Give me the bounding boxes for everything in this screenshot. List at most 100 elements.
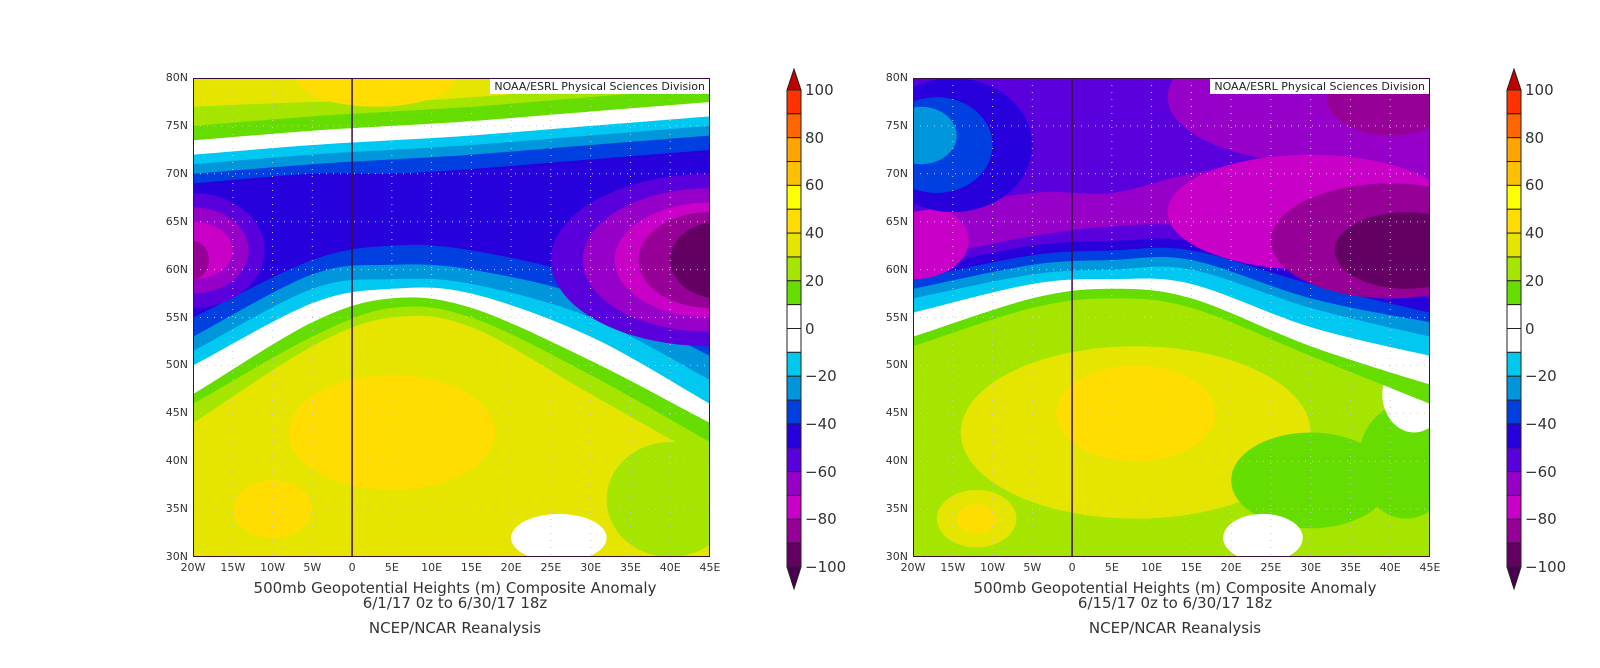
lat-tick-label: 75N: [165, 118, 188, 132]
lat-tick-label: 35N: [165, 502, 188, 516]
contour-blob: [1223, 513, 1303, 557]
lat-tick-label: 45N: [165, 406, 188, 420]
contour-blob: [913, 106, 957, 165]
contour-blob: [511, 513, 607, 557]
colorbar-swatch: [1506, 256, 1522, 282]
lat-tick-label: 55N: [885, 310, 908, 324]
colorbar-label: 100: [805, 81, 834, 99]
lon-tick-label: 15W: [220, 561, 246, 574]
colorbar-under-triangle: [786, 566, 802, 590]
colorbar-label: −60: [805, 462, 837, 481]
lat-tick-label: 80N: [885, 71, 908, 84]
lon-tick-label: 25E: [1260, 561, 1282, 574]
lat-tick-label: 30N: [165, 550, 188, 563]
date-range: 6/15/17 0z to 6/30/17 18z: [1077, 594, 1273, 612]
colorbar-swatch: [1506, 113, 1522, 139]
colorbar-swatch: [1506, 542, 1522, 568]
lon-tick-label: 5E: [384, 561, 399, 574]
plot-frame: [913, 78, 1430, 557]
colorbar-label: 20: [1525, 271, 1545, 290]
lon-tick-label: 10W: [260, 561, 285, 574]
lon-tick-label: 20E: [1220, 561, 1242, 574]
lat-tick-label: 55N: [165, 310, 188, 324]
colorbar-label: 20: [805, 271, 825, 290]
lat-tick-label: 50N: [885, 358, 908, 372]
colorbar-label: 0: [1525, 319, 1535, 338]
lon-tick-label: 45E: [1419, 561, 1441, 574]
lat-tick-label: 60N: [885, 262, 908, 276]
lat-tick-label: 35N: [885, 502, 908, 516]
anomaly-map: NOAA/ESRL Physical Sciences Division: [193, 78, 710, 557]
map-title: 500mb Geopotential Heights (m) Composite…: [973, 579, 1377, 597]
lon-tick-label: 25E: [540, 561, 562, 574]
colorbar-swatch: [1506, 161, 1522, 186]
colorbar-label: 60: [805, 176, 825, 195]
lon-tick-label: 5E: [1104, 561, 1119, 574]
colorbar-label: −20: [1525, 367, 1557, 386]
lon-tick-label: 10W: [980, 561, 1005, 574]
lon-tick-label: 20W: [900, 561, 926, 574]
colorbar-swatch: [1506, 137, 1522, 163]
lat-tick-label: 80N: [165, 71, 188, 84]
colorbar-swatch: [1506, 494, 1522, 520]
colorbar-label: −80: [1525, 510, 1557, 529]
lon-tick-label: 35E: [619, 561, 641, 574]
colorbar-label: −60: [1525, 462, 1557, 481]
lon-tick-label: 20E: [500, 561, 522, 574]
colorbar-label: 80: [805, 128, 825, 147]
colorbar-label: −80: [805, 510, 837, 529]
colorbar-swatch: [1506, 89, 1522, 115]
lon-tick-label: 0: [348, 561, 356, 574]
lat-tick-label: 30N: [885, 550, 908, 563]
colorbar: [786, 68, 802, 590]
lon-tick-label: 10E: [1141, 561, 1163, 574]
lat-tick-label: 65N: [885, 214, 908, 228]
contour-fill-map: [913, 78, 1430, 557]
lon-tick-label: 30E: [1300, 561, 1322, 574]
map-panel-june1-30: NOAA/ESRL Physical Sciences Division 80N…: [165, 68, 846, 637]
lon-tick-label: 35E: [1339, 561, 1361, 574]
contour-blob: [288, 374, 496, 490]
contour-fill-map: [193, 78, 710, 557]
lon-tick-label: 10E: [421, 561, 443, 574]
colorbar-label: 100: [1525, 81, 1554, 99]
colorbar-swatch: [1506, 375, 1522, 401]
map-title: 500mb Geopotential Heights (m) Composite…: [253, 579, 657, 597]
colorbar: [1506, 68, 1522, 590]
colorbar-label: −100: [1525, 558, 1567, 576]
colorbar-label: 0: [805, 319, 815, 338]
lat-tick-label: 70N: [885, 166, 908, 180]
contour-blob: [606, 442, 710, 557]
lon-tick-label: 15E: [1180, 561, 1202, 574]
lon-tick-label: 20W: [180, 561, 206, 574]
colorbar-label: −20: [805, 367, 837, 386]
contour-blob: [296, 78, 456, 107]
colorbar-swatch: [1506, 471, 1522, 496]
colorbar-label: −40: [1525, 414, 1557, 433]
contour-blob: [1358, 403, 1430, 519]
contour-blob: [232, 480, 313, 538]
anomaly-map: NOAA/ESRL Physical Sciences Division: [913, 78, 1430, 557]
lat-tick-label: 40N: [885, 454, 908, 468]
colorbar-swatch: [1506, 232, 1522, 258]
colorbar-swatch: [1506, 518, 1522, 544]
colorbar-swatch: [1506, 399, 1522, 425]
contour-blob: [913, 202, 969, 280]
lat-tick-label: 75N: [885, 118, 908, 132]
colorbar-under-triangle: [1506, 566, 1522, 590]
lat-tick-label: 65N: [165, 214, 188, 228]
contour-blob: [1334, 212, 1430, 289]
contour-blob: [193, 240, 209, 280]
colorbar-swatch: [1506, 208, 1522, 234]
colorbar-label: 80: [1525, 128, 1545, 147]
colorbar-label: 40: [1525, 224, 1545, 243]
contour-blob: [956, 504, 997, 534]
source-label: NCEP/NCAR Reanalysis: [368, 619, 542, 637]
date-range: 6/1/17 0z to 6/30/17 18z: [362, 594, 548, 612]
colorbar-swatch: [1506, 304, 1522, 329]
colorbar-label: −100: [805, 558, 847, 576]
lon-tick-label: 5W: [1023, 561, 1042, 574]
colorbar-swatch: [1506, 328, 1522, 353]
colorbar-label: 60: [1525, 176, 1545, 195]
colorbar-label: −40: [805, 414, 837, 433]
